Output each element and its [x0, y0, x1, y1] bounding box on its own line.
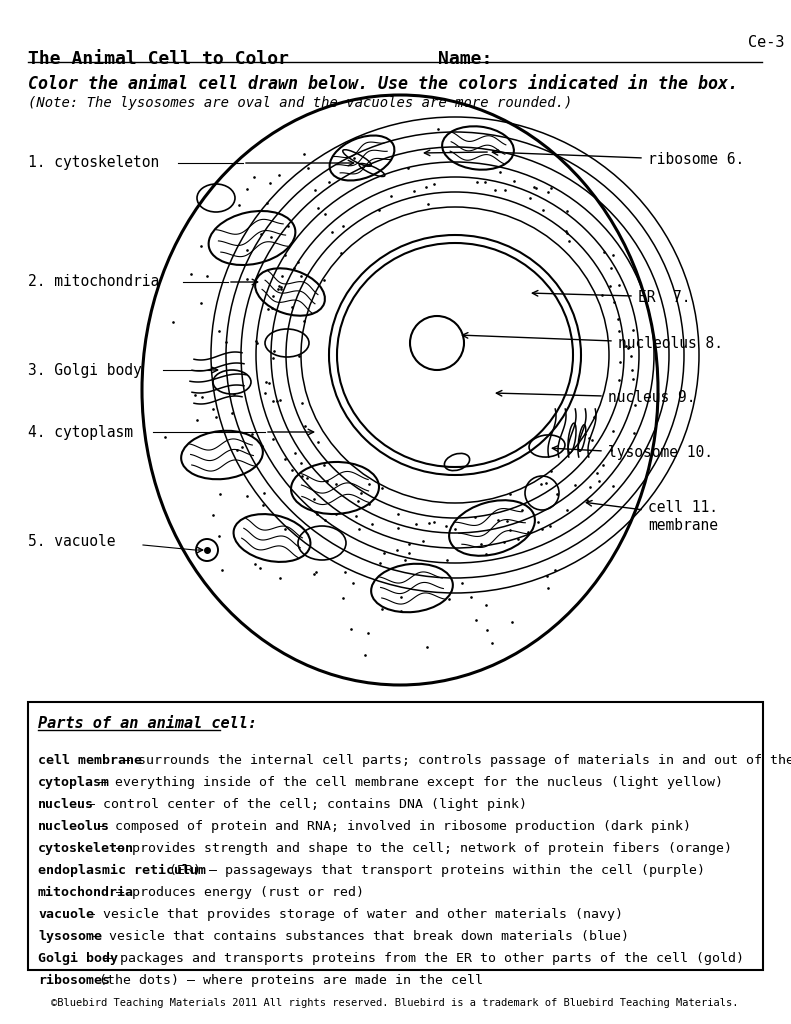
Text: – vesicle that provides storage of water and other materials (navy): – vesicle that provides storage of water… [79, 908, 623, 921]
Text: Name:: Name: [438, 50, 492, 68]
Bar [28, 702, 763, 970]
Text: mitochondria: mitochondria [38, 886, 134, 899]
Text: (Note: The lysosomes are oval and the vacuoles are more rounded.): (Note: The lysosomes are oval and the va… [28, 96, 573, 110]
Text: cytoskeleton: cytoskeleton [38, 842, 134, 855]
Text: – provides strength and shape to the cell; network of protein fibers (orange): – provides strength and shape to the cel… [108, 842, 732, 855]
Text: – everything inside of the cell membrane except for the nucleus (light yellow): – everything inside of the cell membrane… [91, 776, 723, 790]
Text: nucleus 9.: nucleus 9. [608, 390, 695, 406]
Text: cytoplasm: cytoplasm [38, 776, 110, 790]
Text: Golgi body: Golgi body [38, 952, 118, 965]
Text: endoplasmic reticulum: endoplasmic reticulum [38, 864, 206, 878]
Text: Color the animal cell drawn below. Use the colors indicated in the box.: Color the animal cell drawn below. Use t… [28, 75, 738, 93]
Text: cell 11.: cell 11. [648, 501, 718, 515]
Text: lysosome 10.: lysosome 10. [608, 445, 713, 461]
Text: Ce-3: Ce-3 [748, 35, 785, 50]
Text: ribosome 6.: ribosome 6. [648, 153, 744, 168]
Text: – control center of the cell; contains DNA (light pink): – control center of the cell; contains D… [79, 798, 527, 811]
Text: – produces energy (rust or red): – produces energy (rust or red) [108, 886, 364, 899]
Text: 3. Golgi body: 3. Golgi body [28, 362, 142, 378]
Text: (ER) – passageways that transport proteins within the cell (purple): (ER) – passageways that transport protei… [161, 864, 705, 877]
Text: ER  7.: ER 7. [638, 291, 691, 305]
Text: nucleolus: nucleolus [38, 820, 110, 833]
Text: lysosome: lysosome [38, 930, 102, 943]
Text: The Animal Cell to Color: The Animal Cell to Color [28, 50, 289, 68]
Text: 2. mitochondria: 2. mitochondria [28, 274, 159, 290]
Text: ©Bluebird Teaching Materials 2011 All rights reserved. Bluebird is a trademark o: ©Bluebird Teaching Materials 2011 All ri… [51, 998, 739, 1008]
Text: 5. vacuole: 5. vacuole [28, 535, 115, 550]
Text: (the dots) – where proteins are made in the cell: (the dots) – where proteins are made in … [91, 974, 483, 987]
Text: cell membrane: cell membrane [38, 754, 142, 767]
Text: – packages and transports proteins from the ER to other parts of the cell (gold): – packages and transports proteins from … [97, 952, 744, 965]
Text: nucleus: nucleus [38, 798, 94, 811]
Text: 4. cytoplasm: 4. cytoplasm [28, 425, 133, 439]
Text: – surrounds the internal cell parts; controls passage of materials in and out of: – surrounds the internal cell parts; con… [114, 754, 791, 767]
Text: membrane: membrane [648, 517, 718, 532]
Text: – vesicle that contains substances that break down materials (blue): – vesicle that contains substances that … [85, 930, 629, 943]
Text: ribosomes: ribosomes [38, 974, 110, 987]
Text: – composed of protein and RNA; involved in ribosome production (dark pink): – composed of protein and RNA; involved … [91, 820, 691, 833]
Text: Parts of an animal cell:: Parts of an animal cell: [38, 716, 257, 731]
Text: vacuole: vacuole [38, 908, 94, 921]
Text: nucleolus 8.: nucleolus 8. [618, 336, 723, 350]
Text: 1. cytoskeleton: 1. cytoskeleton [28, 156, 159, 171]
